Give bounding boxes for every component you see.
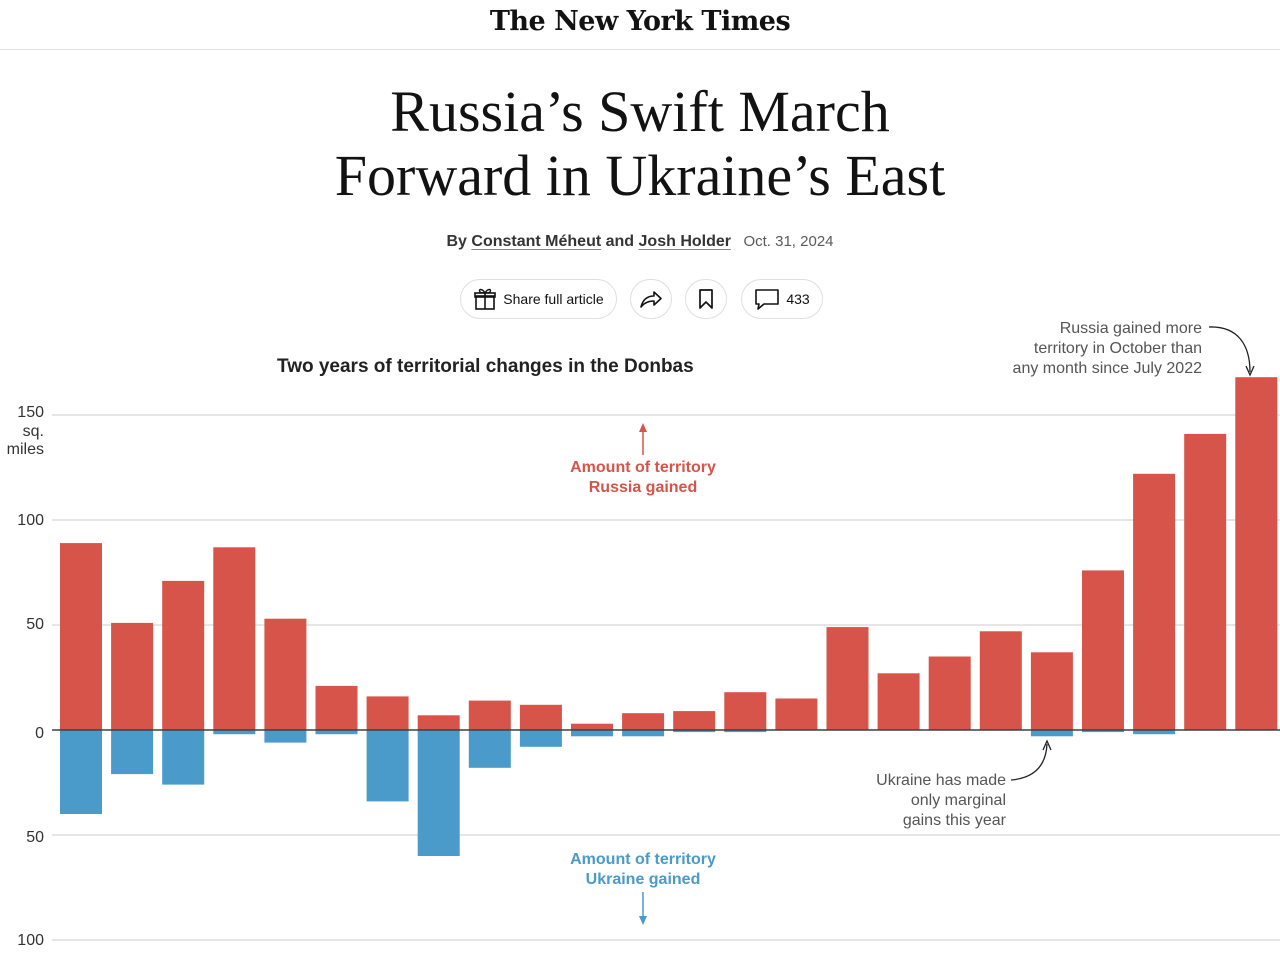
ukraine-bar-3	[162, 730, 205, 785]
headline: Russia’s Swift March Forward in Ukraine’…	[0, 80, 1280, 208]
gift-icon	[473, 288, 497, 310]
article-actions: Share full article 433	[0, 279, 1280, 321]
russia-bar-6	[315, 685, 358, 730]
comments-button[interactable]: 433	[741, 279, 823, 319]
ukraine-bar-4	[213, 730, 256, 735]
russia-gained-label-line-2: Russia gained	[588, 479, 698, 496]
russia-bar-21	[1082, 570, 1124, 730]
publish-date: Oct. 31, 2024	[743, 233, 834, 250]
ukraine-bar-2	[111, 730, 154, 775]
site-logo[interactable]: The New York Times	[489, 6, 791, 37]
y-unit-line-2: miles	[6, 441, 44, 458]
ukraine-bar-20	[1030, 730, 1073, 737]
ukraine-bar-10	[519, 730, 562, 747]
byline-by: By	[446, 233, 467, 250]
ukraine-bar-11	[571, 730, 613, 737]
russia-bar-4	[213, 547, 256, 730]
ukraine-bar-12	[622, 730, 665, 737]
ukraine-bar-6	[315, 730, 358, 735]
ukraine-bar-9	[468, 730, 511, 768]
october-callout-line-2: territory in October than	[1033, 340, 1202, 357]
share-full-article-button[interactable]: Share full article	[460, 279, 617, 319]
ukraine-bar-22	[1133, 730, 1176, 735]
russia-bar-15	[775, 698, 818, 730]
october-callout-line-3: any month since July 2022	[1012, 360, 1202, 377]
headline-line-1: Russia’s Swift March	[390, 79, 890, 144]
october-callout: Russia gained more territory in October …	[962, 319, 1202, 379]
ukraine-callout-line-3: gains this year	[902, 812, 1006, 829]
up-arrow-icon	[639, 423, 647, 432]
ukraine-bar-7	[366, 730, 409, 802]
russia-bar-10	[519, 704, 562, 730]
comments-count: 433	[786, 291, 810, 307]
russia-bar-16	[826, 627, 869, 730]
bookmark-icon	[698, 288, 714, 310]
y-tick-label-0: 0	[35, 725, 44, 742]
russia-bar-19	[979, 631, 1022, 730]
y-tick-label-150: 150	[17, 404, 44, 421]
russia-bar-2	[111, 622, 154, 730]
october-callout-arrowhead	[1245, 365, 1255, 377]
headline-line-2: Forward in Ukraine’s East	[334, 143, 946, 208]
russia-bar-9	[468, 700, 511, 730]
byline: By Constant Méheut and Josh Holder Oct. …	[0, 233, 1280, 251]
ukraine-callout-line-1: Ukraine has made	[876, 772, 1006, 789]
russia-bar-3	[162, 580, 205, 730]
russia-bar-5	[264, 618, 307, 730]
ukraine-gained-label: Amount of territory Ukraine gained	[542, 850, 744, 890]
ukraine-bar-21	[1082, 730, 1124, 733]
russia-bar-24	[1235, 377, 1278, 730]
ukraine-bar-1	[60, 730, 102, 814]
russia-bar-12	[622, 713, 665, 730]
russia-bar-18	[928, 656, 971, 730]
y-tick-label-100: 100	[17, 512, 44, 529]
russia-bar-23	[1184, 433, 1227, 730]
ukraine-bar-8	[417, 730, 460, 856]
byline-and: and	[605, 233, 635, 250]
ukraine-callout-arrow	[1010, 743, 1048, 781]
ukraine-gained-label-line-2: Ukraine gained	[585, 871, 701, 888]
share-arrow-icon	[639, 289, 663, 309]
ukraine-gained-label-line-1: Amount of territory	[570, 851, 716, 868]
ukraine-bar-14	[724, 730, 767, 733]
russia-gained-label: Amount of territory Russia gained	[542, 458, 744, 498]
share-label: Share full article	[503, 291, 604, 307]
russia-bar-13	[673, 711, 716, 730]
russia-bar-20	[1030, 652, 1073, 730]
ukraine-callout-line-2: only marginal	[910, 792, 1006, 809]
russia-bar-11	[571, 723, 613, 730]
masthead: The New York Times	[0, 0, 1280, 50]
y-tick-label-50: 50	[26, 616, 44, 633]
down-arrow-icon	[639, 916, 647, 925]
russia-bar-7	[366, 696, 409, 730]
bars	[52, 377, 1280, 856]
ukraine-bar-5	[264, 730, 307, 743]
author-link-2[interactable]: Josh Holder	[638, 233, 731, 250]
ukraine-bar-13	[673, 730, 716, 733]
author-link-1[interactable]: Constant Méheut	[471, 233, 602, 250]
ukraine-callout: Ukraine has made only marginal gains thi…	[806, 771, 1006, 831]
save-article-button[interactable]	[685, 279, 727, 319]
annotation-arrows	[639, 326, 1255, 925]
russia-gained-label-line-1: Amount of territory	[570, 459, 716, 476]
y-unit-line-1: sq.	[22, 423, 44, 440]
october-callout-arrow	[1208, 326, 1251, 373]
russia-bar-1	[60, 543, 102, 730]
russia-bar-17	[877, 673, 920, 730]
ukraine-callout-arrowhead	[1042, 739, 1052, 751]
russia-bar-14	[724, 692, 767, 730]
october-callout-line-1: Russia gained more	[1059, 320, 1202, 337]
chart-title: Two years of territorial changes in the …	[277, 356, 694, 377]
russia-bar-8	[417, 715, 460, 730]
russia-bar-22	[1133, 473, 1176, 730]
y-tick-label-neg-50: 50	[26, 829, 44, 846]
share-button[interactable]	[630, 279, 672, 319]
comment-icon	[754, 288, 780, 310]
y-tick-label-neg-100: 100	[17, 932, 44, 949]
